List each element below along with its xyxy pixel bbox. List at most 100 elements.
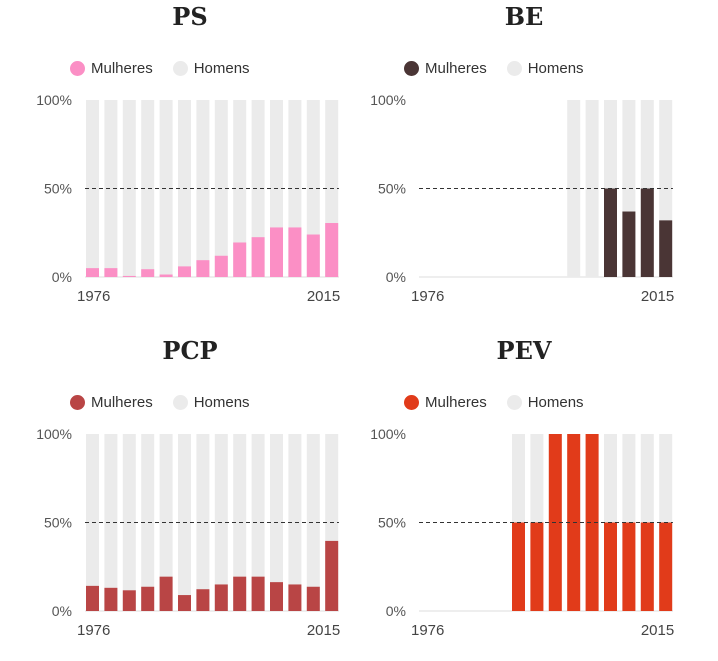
y-tick-label: 0% <box>52 269 72 285</box>
legend-swatch <box>506 395 522 410</box>
bar-women <box>104 587 118 611</box>
legend-label: Mulheres <box>91 60 153 77</box>
legend: Mulheres Homens <box>404 60 584 77</box>
legend-swatch <box>70 61 85 76</box>
legend-swatch <box>506 61 522 76</box>
bar-women <box>585 434 599 611</box>
legend-label: Mulheres <box>91 394 153 411</box>
y-tick-label: 50% <box>378 181 406 197</box>
bar-men <box>251 100 265 277</box>
y-tick-label: 0% <box>386 269 406 285</box>
bar-women <box>325 223 339 277</box>
legend-label: Homens <box>193 60 250 77</box>
bar-men <box>104 434 118 611</box>
chart-svg: 0% 50% 100% 1976 2015 <box>370 92 674 305</box>
chart-svg: 0% 50% 100% 1976 2015 <box>36 92 340 305</box>
bar-women <box>178 595 191 611</box>
legend-item-men: Homens <box>172 60 250 77</box>
bar-women <box>640 522 654 611</box>
bar-women <box>214 255 228 277</box>
bar-women <box>86 585 99 611</box>
y-tick-label: 50% <box>378 515 406 531</box>
x-tick-label: 2015 <box>307 622 340 639</box>
bar-women <box>604 188 617 277</box>
bar-women <box>325 540 339 611</box>
chart-title: PCP <box>162 336 218 365</box>
y-tick-label: 100% <box>370 426 406 442</box>
bar-men <box>196 100 210 277</box>
legend-item-men: Homens <box>506 394 584 411</box>
legend-label: Homens <box>527 60 584 77</box>
bar-men <box>288 434 302 611</box>
chart-svg: 0% 50% 100% 1976 2015 <box>370 426 674 639</box>
chart-title: PEV <box>496 336 552 365</box>
bar-men <box>306 100 320 277</box>
bar-women <box>122 590 136 611</box>
bar-women <box>306 234 320 277</box>
legend-label: Homens <box>527 394 584 411</box>
legend-swatch <box>404 395 419 410</box>
y-tick-label: 100% <box>36 92 72 108</box>
bar-women <box>178 266 191 277</box>
legend: Mulheres Homens <box>70 60 250 77</box>
bar-men <box>306 434 320 611</box>
legend-item-women: Mulheres <box>404 394 487 411</box>
x-tick-label: 1976 <box>77 288 110 305</box>
bar-women <box>233 242 247 277</box>
y-tick-label: 50% <box>44 181 72 197</box>
chart-panel-pcp: PCP Mulheres Homens 0% 50% 100% 1976 2015 <box>20 334 360 654</box>
y-tick-label: 0% <box>386 603 406 619</box>
bar-women <box>530 522 544 611</box>
bar-women <box>270 582 283 611</box>
x-tick-label: 1976 <box>77 622 110 639</box>
x-tick-label: 2015 <box>641 288 674 305</box>
y-tick-label: 100% <box>370 92 406 108</box>
bar-women <box>270 227 283 277</box>
legend-item-women: Mulheres <box>404 60 487 77</box>
legend-label: Mulheres <box>425 60 487 77</box>
legend-label: Mulheres <box>425 394 487 411</box>
x-tick-label: 1976 <box>411 288 444 305</box>
chart-title: PS <box>172 2 208 31</box>
chart-panel-pev: PEV Mulheres Homens 0% 50% 100% 1976 2015 <box>354 334 694 654</box>
bar-women <box>233 576 247 611</box>
bar-women <box>122 275 136 277</box>
chart-panel-ps: PS Mulheres Homens 0% 50% 100% 1976 2015 <box>20 0 360 320</box>
chart-title: BE <box>504 2 544 31</box>
legend: Mulheres Homens <box>70 394 250 411</box>
legend-item-men: Homens <box>506 60 584 77</box>
legend-item-men: Homens <box>172 394 250 411</box>
bar-men <box>196 434 210 611</box>
bar-women <box>622 211 636 277</box>
bar-women <box>622 522 636 611</box>
bar-women <box>196 260 210 277</box>
legend-item-women: Mulheres <box>70 394 153 411</box>
bar-women <box>288 584 302 611</box>
bar-women <box>86 268 99 277</box>
bar-women <box>288 227 302 277</box>
legend-item-women: Mulheres <box>70 60 153 77</box>
bar-women <box>512 522 525 611</box>
legend-swatch <box>70 395 85 410</box>
bar-women <box>251 576 265 611</box>
x-tick-label: 2015 <box>307 288 340 305</box>
bar-men <box>585 100 599 277</box>
bar-women <box>159 576 173 611</box>
bar-women <box>141 586 155 611</box>
bar-women <box>306 586 320 611</box>
bar-men <box>159 100 173 277</box>
y-tick-label: 0% <box>52 603 72 619</box>
bar-women <box>104 268 118 277</box>
legend-swatch <box>172 395 188 410</box>
y-tick-label: 50% <box>44 515 72 531</box>
bar-men <box>159 434 173 611</box>
x-tick-label: 1976 <box>411 622 444 639</box>
bar-women <box>640 188 654 277</box>
bar-women <box>604 522 617 611</box>
bar-men <box>251 434 265 611</box>
legend-swatch <box>404 61 419 76</box>
chart-panel-be: BE Mulheres Homens 0% 50% 100% 1976 2015 <box>354 0 694 320</box>
bar-men <box>141 100 155 277</box>
bar-women <box>251 237 265 277</box>
x-tick-label: 2015 <box>641 622 674 639</box>
